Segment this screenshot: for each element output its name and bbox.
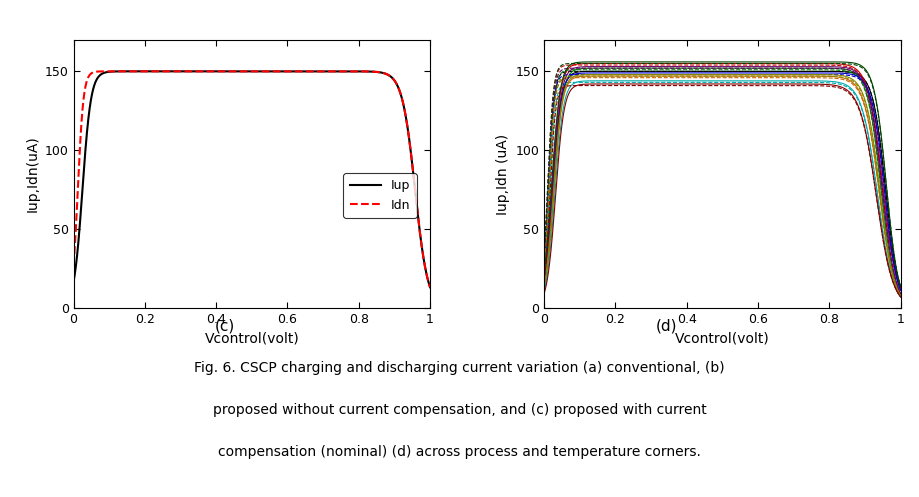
- Text: compensation (nominal) (d) across process and temperature corners.: compensation (nominal) (d) across proces…: [218, 445, 701, 459]
- Iup: [108, 69, 119, 75]
- Y-axis label: Iup,Idn (uA): Iup,Idn (uA): [496, 133, 510, 215]
- Line: Idn: Idn: [74, 72, 430, 287]
- Line: Iup: Iup: [74, 72, 430, 287]
- Idn: [108, 69, 119, 75]
- Text: (d): (d): [655, 318, 677, 333]
- Text: (c): (c): [215, 318, 235, 333]
- Iup: [425, 284, 436, 290]
- Iup: [221, 69, 232, 75]
- Iup: [417, 253, 428, 259]
- Idn: [68, 262, 79, 268]
- Iup: [68, 279, 79, 285]
- Text: proposed without current compensation, and (c) proposed with current: proposed without current compensation, a…: [212, 403, 707, 417]
- Text: Fig. 6. CSCP charging and discharging current variation (a) conventional, (b): Fig. 6. CSCP charging and discharging cu…: [194, 361, 725, 375]
- Idn: [425, 284, 436, 290]
- Idn: [177, 69, 188, 75]
- Y-axis label: Iup,Idn(uA): Iup,Idn(uA): [25, 136, 40, 212]
- Iup: [210, 69, 221, 75]
- Iup: [130, 69, 141, 75]
- Iup: [205, 69, 216, 75]
- Idn: [417, 253, 428, 259]
- X-axis label: Vcontrol(volt): Vcontrol(volt): [204, 331, 300, 345]
- Idn: [130, 69, 141, 75]
- X-axis label: Vcontrol(volt): Vcontrol(volt): [675, 331, 770, 345]
- Idn: [221, 69, 232, 75]
- Idn: [205, 69, 216, 75]
- Idn: [380, 71, 391, 77]
- Iup: [380, 71, 391, 77]
- Legend: Iup, Idn: Iup, Idn: [344, 173, 416, 218]
